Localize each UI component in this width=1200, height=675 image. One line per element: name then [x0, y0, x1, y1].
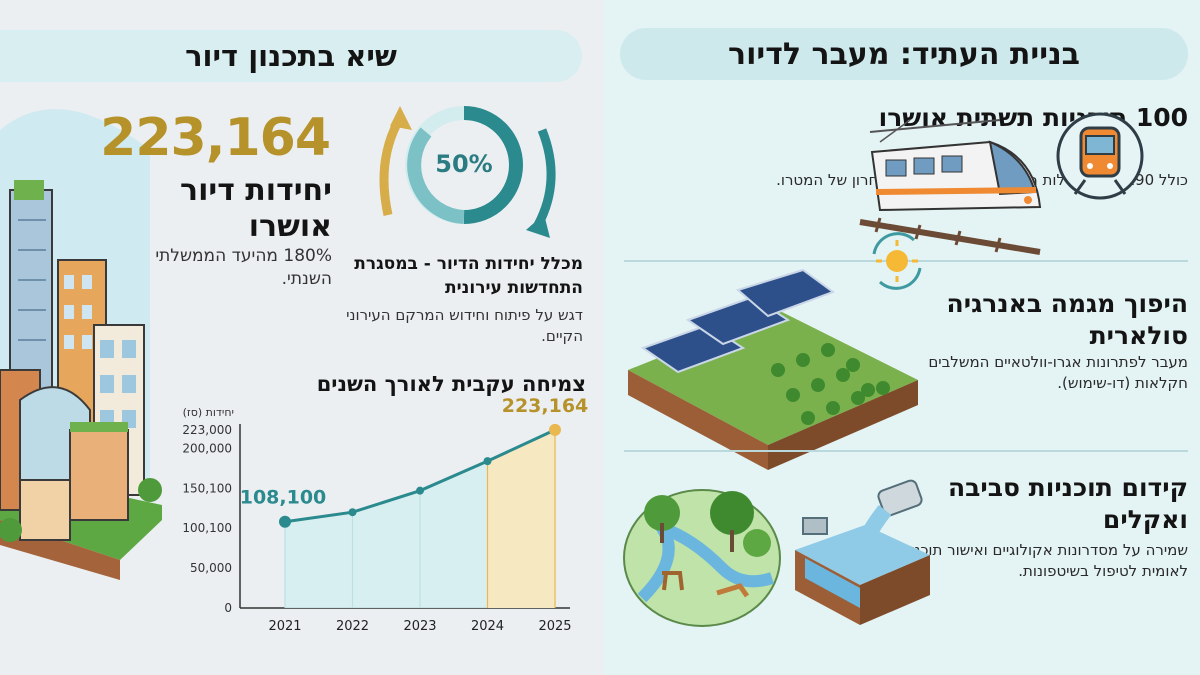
ecological-corridor-icon	[623, 489, 781, 627]
left-header-title: שיא בתכנון דיור	[185, 39, 397, 73]
left-header: שיא בתכנון דיור	[0, 30, 582, 82]
data-point	[549, 423, 561, 436]
sun-cycle-icon	[872, 232, 922, 290]
y-tick-label: 150,100	[182, 481, 232, 495]
area-highlight	[487, 429, 555, 608]
y-tick-label: 0	[224, 601, 232, 615]
train-icon	[859, 119, 1042, 255]
growth-chart: יחידות (סז) 0 50,000 100,100 150,100 200,000 2…	[182, 395, 588, 634]
environment-subtitle: שמירה על מסדרונות אקולוגיים ואישור תוכני…	[901, 541, 1188, 580]
data-point	[279, 515, 291, 528]
data-point	[483, 457, 492, 466]
approved-units-title: יחידות דיור אושרו	[180, 173, 332, 244]
renewal-percent: 50%	[435, 150, 493, 178]
data-point	[348, 508, 357, 517]
train-badge-icon	[1056, 112, 1144, 200]
renewal-subtitle: דגש על פיתוח וחידוש המרקם העירוני הקיים.	[346, 306, 583, 345]
x-tick-label: 2021	[268, 619, 301, 634]
environment-title: קידום תוכניות סביבה ואקלים	[947, 473, 1188, 534]
flood-water-icon	[795, 479, 930, 625]
data-label: 108,100	[240, 487, 327, 509]
y-tick-label: 223,000	[182, 423, 232, 437]
x-tick-label: 2023	[403, 619, 436, 634]
y-tick-label: 100,100	[182, 521, 232, 535]
y-tick-label: 50,000	[190, 561, 232, 575]
approved-units-number: 223,164	[100, 108, 331, 168]
data-point	[416, 486, 424, 495]
right-header: בניית העתיד: מעבר לדיור	[620, 28, 1188, 80]
renewal-title: מכלל יחידות הדיור - במסגרת התחדשות עירונ…	[354, 254, 583, 298]
right-header-title: בניית העתיד: מעבר לדיור	[728, 36, 1080, 72]
city-buildings-icon	[0, 109, 162, 580]
approved-units-subtitle: 180% מהיעד הממשלתי השנתי.	[155, 246, 332, 289]
circular-arrows-icon	[379, 106, 556, 238]
energy-subtitle: מעבר לפתרונות אגרו-וולטאיים המשלבים חקלא…	[928, 353, 1188, 392]
energy-title: היפוך מגמה באנרגיה סולארית	[946, 289, 1188, 350]
y-tick-label: 200,000	[182, 441, 232, 455]
x-tick-label: 2025	[538, 619, 571, 634]
chart-title: צמיחה עקבית לאורך השנים	[316, 372, 586, 396]
agrivoltaic-field-icon	[628, 268, 918, 470]
x-tick-label: 2022	[336, 619, 369, 634]
data-label: 223,164	[502, 395, 589, 417]
section-divider-2	[624, 450, 1188, 452]
y-axis-label: יחידות (סז)	[183, 406, 234, 419]
x-tick-label: 2024	[471, 619, 504, 634]
